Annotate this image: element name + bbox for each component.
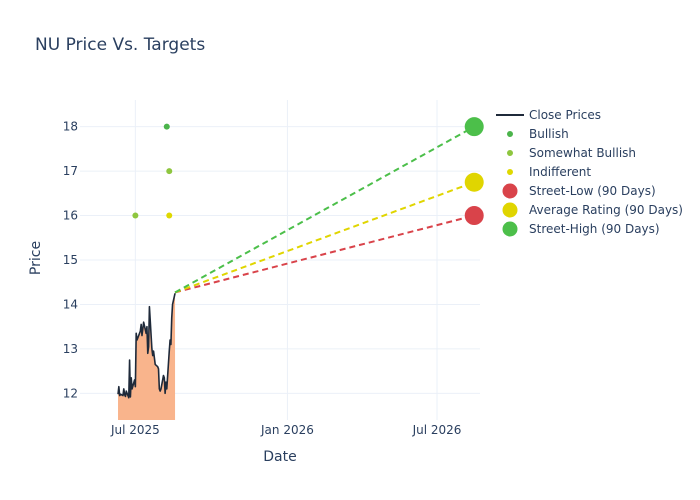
- y-tick-label: 13: [63, 342, 78, 356]
- legend-swatch-dot: [507, 150, 513, 156]
- legend-item[interactable]: Somewhat Bullish: [507, 146, 636, 160]
- x-tick-label: Jul 2026: [412, 423, 462, 437]
- legend-swatch-dot: [502, 183, 518, 199]
- rating-point: [132, 212, 139, 219]
- legend-label: Bullish: [529, 127, 569, 141]
- legend-item[interactable]: Indifferent: [507, 165, 591, 179]
- target-line: [174, 214, 475, 294]
- legend-item[interactable]: Bullish: [507, 127, 569, 141]
- legend-item[interactable]: Street-Low (90 Days): [502, 183, 656, 199]
- legend-swatch-dot: [502, 221, 518, 237]
- y-tick-label: 14: [63, 297, 78, 311]
- x-axis-ticks: Jul 2025 Jan 2026 Jul 2026: [110, 423, 461, 437]
- legend-label: Average Rating (90 Days): [529, 203, 683, 217]
- chart-title: NU Price Vs. Targets: [35, 35, 205, 55]
- y-tick-label: 15: [63, 253, 78, 267]
- legend-item[interactable]: Average Rating (90 Days): [502, 202, 684, 218]
- rating-point: [163, 123, 170, 130]
- target-marker: [464, 172, 484, 192]
- legend-swatch-dot: [502, 202, 518, 218]
- y-tick-label: 12: [63, 386, 78, 400]
- target-markers: [464, 117, 484, 226]
- x-tick-label: Jul 2025: [110, 423, 160, 437]
- legend-label: Somewhat Bullish: [529, 146, 636, 160]
- legend[interactable]: Close Prices Bullish Somewhat Bullish Indif…: [496, 108, 683, 237]
- legend-item[interactable]: Street-High (90 Days): [502, 221, 660, 237]
- y-axis-title: Price: [28, 241, 44, 275]
- legend-item[interactable]: Close Prices: [496, 108, 601, 122]
- y-axis-ticks: 12 13 14 15 16 17 18: [63, 120, 78, 401]
- close-price-series-line: [117, 293, 176, 399]
- legend-swatch-dot: [507, 169, 513, 175]
- rating-point: [166, 212, 173, 219]
- target-line: [174, 125, 475, 294]
- legend-label: Close Prices: [529, 108, 601, 122]
- target-line: [174, 181, 475, 294]
- y-tick-label: 18: [63, 120, 78, 134]
- target-lines: [174, 125, 475, 294]
- rating-points: [132, 123, 173, 219]
- y-tick-label: 16: [63, 209, 78, 223]
- legend-label: Street-Low (90 Days): [529, 184, 656, 198]
- x-tick-label: Jan 2026: [260, 423, 314, 437]
- legend-label: Indifferent: [529, 165, 591, 179]
- target-marker: [464, 206, 484, 226]
- x-axis-title: Date: [263, 449, 296, 465]
- legend-label: Street-High (90 Days): [529, 222, 660, 236]
- legend-swatch-dot: [507, 131, 513, 137]
- target-marker: [464, 117, 484, 137]
- close-price-line: [117, 293, 176, 399]
- rating-point: [166, 168, 173, 175]
- y-tick-label: 17: [63, 164, 78, 178]
